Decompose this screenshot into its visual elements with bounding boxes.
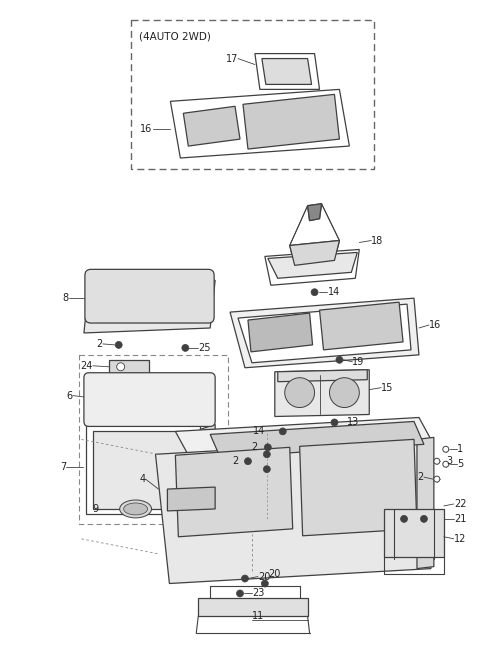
Polygon shape (210, 421, 424, 457)
Text: 18: 18 (371, 236, 384, 245)
Polygon shape (417, 438, 434, 569)
Text: 13: 13 (348, 417, 360, 428)
Circle shape (285, 378, 314, 407)
Circle shape (331, 419, 338, 426)
Polygon shape (268, 253, 357, 278)
Polygon shape (93, 432, 194, 509)
Circle shape (311, 289, 318, 296)
Circle shape (264, 444, 271, 451)
FancyBboxPatch shape (85, 270, 214, 323)
Polygon shape (170, 89, 349, 158)
Text: 25: 25 (198, 343, 211, 353)
Text: 19: 19 (352, 357, 365, 367)
Polygon shape (109, 359, 148, 373)
Text: 2: 2 (96, 339, 103, 349)
Polygon shape (300, 440, 417, 536)
Circle shape (117, 363, 125, 371)
Circle shape (434, 476, 440, 482)
Text: 23: 23 (252, 588, 264, 598)
Bar (131, 20, 374, 169)
Text: 20: 20 (268, 569, 280, 579)
Polygon shape (290, 241, 339, 266)
Circle shape (443, 461, 449, 467)
Text: 15: 15 (381, 382, 394, 393)
Polygon shape (275, 370, 369, 417)
Text: 22: 22 (454, 499, 466, 509)
Polygon shape (200, 424, 215, 514)
Polygon shape (175, 447, 293, 537)
Polygon shape (268, 253, 357, 278)
Text: 4: 4 (139, 474, 145, 484)
Text: (4AUTO 2WD): (4AUTO 2WD) (139, 31, 210, 42)
Text: 3: 3 (447, 456, 453, 466)
Text: 14: 14 (252, 426, 265, 436)
Circle shape (244, 458, 252, 464)
Polygon shape (238, 304, 411, 363)
Circle shape (279, 428, 286, 435)
Polygon shape (198, 598, 308, 617)
Circle shape (329, 378, 360, 407)
Text: 14: 14 (327, 287, 340, 297)
Text: 2: 2 (252, 442, 258, 452)
Polygon shape (384, 509, 444, 557)
Polygon shape (308, 204, 322, 220)
Polygon shape (183, 106, 240, 146)
Text: 7: 7 (60, 462, 66, 472)
Circle shape (264, 466, 270, 473)
Polygon shape (320, 302, 403, 350)
Text: 5: 5 (457, 459, 463, 469)
Circle shape (443, 446, 449, 452)
Ellipse shape (120, 500, 152, 518)
Text: 6: 6 (67, 390, 73, 401)
FancyBboxPatch shape (84, 373, 215, 426)
Ellipse shape (124, 503, 147, 515)
Polygon shape (84, 280, 215, 333)
Polygon shape (262, 58, 312, 85)
Circle shape (420, 516, 427, 522)
Circle shape (237, 590, 243, 597)
Circle shape (336, 356, 343, 363)
Text: 2: 2 (418, 472, 424, 482)
Circle shape (262, 580, 268, 587)
Polygon shape (278, 370, 367, 382)
Text: 16: 16 (429, 320, 441, 330)
Polygon shape (175, 417, 431, 453)
Text: 11: 11 (252, 611, 264, 621)
Polygon shape (265, 249, 360, 285)
Text: 8: 8 (63, 293, 69, 303)
Polygon shape (86, 419, 215, 424)
Circle shape (264, 451, 270, 458)
Circle shape (182, 344, 189, 352)
Text: 20: 20 (258, 571, 270, 582)
Polygon shape (86, 424, 200, 514)
Text: 24: 24 (81, 361, 93, 371)
Circle shape (434, 459, 440, 464)
Circle shape (401, 516, 408, 522)
Text: 17: 17 (226, 54, 238, 64)
Polygon shape (308, 204, 322, 220)
Circle shape (241, 575, 249, 582)
Text: 2: 2 (232, 456, 238, 466)
Polygon shape (156, 440, 431, 584)
Text: 9: 9 (93, 504, 99, 514)
Polygon shape (168, 487, 215, 511)
Text: 16: 16 (140, 124, 153, 134)
Polygon shape (248, 313, 312, 352)
Text: 12: 12 (454, 534, 466, 544)
Polygon shape (230, 298, 419, 368)
Bar (79, 355, 228, 524)
Circle shape (115, 341, 122, 348)
Polygon shape (255, 54, 320, 89)
Polygon shape (243, 94, 339, 149)
Text: 1: 1 (457, 444, 463, 455)
Text: 21: 21 (454, 514, 466, 524)
Polygon shape (290, 241, 339, 266)
